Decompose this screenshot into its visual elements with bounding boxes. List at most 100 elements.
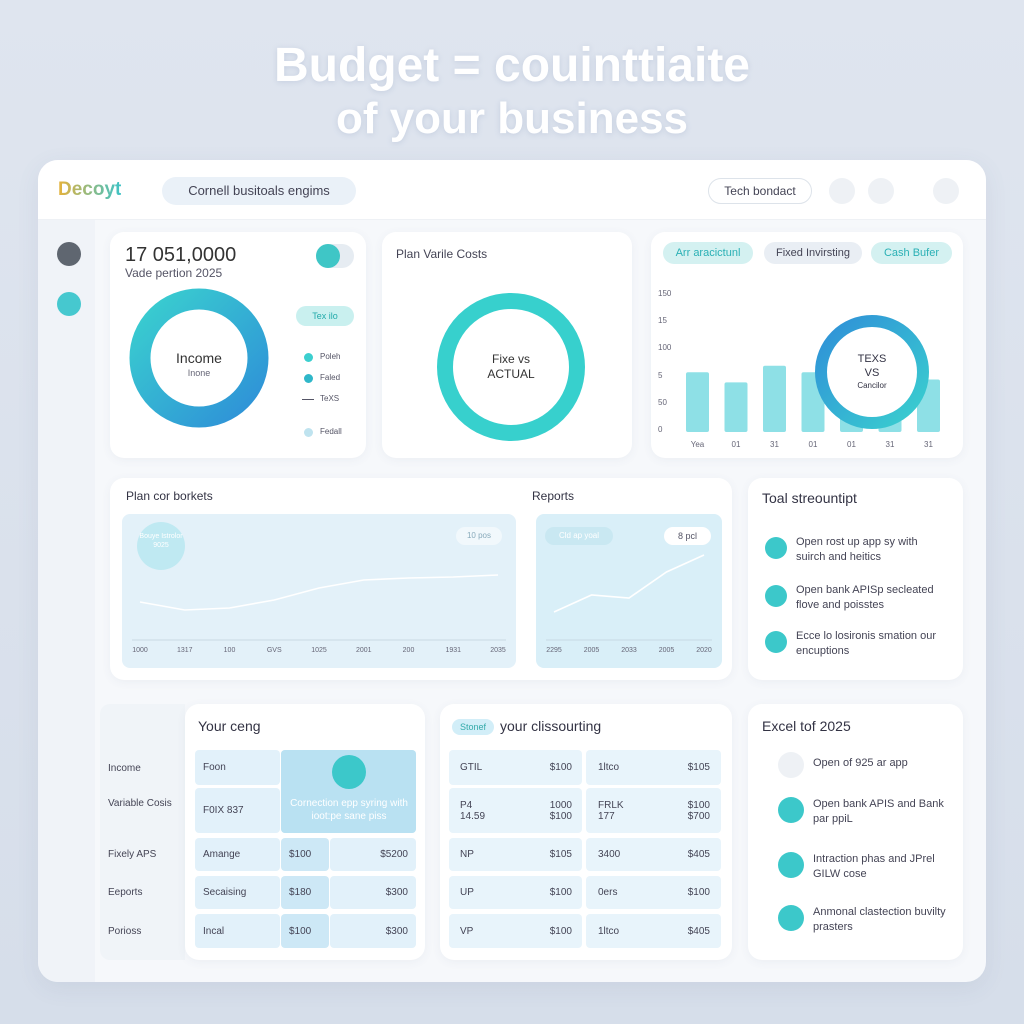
row-label-column bbox=[100, 704, 185, 960]
table-cell: Amange bbox=[195, 838, 280, 871]
x-tick-label: 200 bbox=[402, 647, 415, 654]
line bbox=[553, 554, 705, 613]
table-cell: $100 bbox=[549, 925, 572, 937]
tab[interactable]: Cash Bufer bbox=[871, 242, 952, 264]
budget-title: Your ceng bbox=[198, 718, 261, 734]
table-cell: GTIL bbox=[460, 762, 483, 773]
table-cell: NP bbox=[460, 849, 474, 860]
x-tick-label: 31 bbox=[885, 440, 895, 449]
header-icon[interactable] bbox=[829, 178, 855, 204]
overlay-ring bbox=[815, 315, 929, 429]
toggle-knob bbox=[316, 244, 340, 268]
plan-donut-label: Fixe vs bbox=[491, 352, 530, 366]
tab[interactable]: Arr aracictunl bbox=[663, 242, 753, 264]
table-cell: 1000 $100 bbox=[549, 799, 572, 822]
sidebar-icon[interactable] bbox=[57, 292, 81, 316]
row-label: Porioss bbox=[108, 926, 142, 937]
row-label: Fixely APS bbox=[108, 849, 157, 860]
x-tick-label: 2005 bbox=[658, 647, 675, 654]
table-row-bg bbox=[586, 914, 721, 948]
tag: Stonef bbox=[452, 719, 494, 735]
y-axis-label: 100 bbox=[658, 343, 672, 353]
x-tick-label: 01 bbox=[731, 440, 741, 449]
header-icon[interactable] bbox=[868, 178, 894, 204]
excel-title: Excel tof 2025 bbox=[762, 718, 851, 734]
excel-text: Anmonal clastection buvilty prasters bbox=[813, 906, 946, 933]
table-cell: $100 bbox=[281, 914, 329, 948]
table-cell: $105 bbox=[549, 849, 572, 860]
overlay-label: Cancilor bbox=[857, 381, 887, 390]
contact-button[interactable]: Tech bondact bbox=[708, 178, 812, 204]
highlight-text: Cornection epp syring with ioot:pe sane … bbox=[290, 798, 408, 822]
donut-subtitle: Inone bbox=[187, 368, 211, 378]
x-tick-label: 31 bbox=[770, 440, 779, 449]
x-tick-label: 1931 bbox=[445, 647, 462, 654]
x-tick-label: 2035 bbox=[490, 647, 506, 654]
x-tick-label: 01 bbox=[808, 440, 818, 449]
table-row-bg bbox=[449, 750, 582, 785]
row-label: Income bbox=[108, 763, 141, 774]
donut-title: Income bbox=[176, 350, 222, 366]
legend-label: Faled bbox=[320, 373, 341, 382]
bar bbox=[724, 382, 748, 432]
table-row-bg bbox=[449, 914, 582, 948]
line-title: Reports bbox=[532, 489, 575, 503]
legend-label: Poleh bbox=[320, 352, 341, 361]
x-tick-label: 1000 bbox=[132, 647, 148, 654]
header-icon[interactable] bbox=[933, 178, 959, 204]
table-cell: VP bbox=[460, 925, 474, 937]
table-cell: $405 bbox=[687, 849, 710, 860]
x-tick-label: 01 bbox=[847, 440, 856, 449]
sidebar-icon[interactable] bbox=[57, 242, 81, 266]
row-label: Eeports bbox=[108, 887, 143, 898]
line-title: Plan cor borkets bbox=[126, 489, 213, 503]
table-cell: $5200 bbox=[330, 838, 416, 871]
hero-title: Budget = couinttiaite bbox=[273, 39, 750, 92]
highlight-icon bbox=[332, 755, 366, 789]
table-cell: $100 bbox=[687, 887, 710, 898]
x-tick-label: 31 bbox=[924, 440, 933, 449]
overlay-label: VS bbox=[864, 367, 880, 379]
table-cell: $300 bbox=[330, 876, 416, 909]
table-cell: FRLK 177 bbox=[598, 799, 624, 822]
table-row-bg bbox=[449, 838, 582, 871]
plan-donut bbox=[437, 293, 585, 441]
table-row-bg bbox=[586, 750, 721, 785]
tip-text: Ecce lo losironis smation our encuptions bbox=[796, 630, 937, 657]
table-row-bg bbox=[586, 876, 721, 909]
table-cell: $100 bbox=[281, 838, 329, 871]
excel-icon bbox=[778, 797, 804, 823]
excel-icon bbox=[778, 852, 804, 878]
excel-text: Open bank APIS and Bank par ppiL bbox=[813, 798, 944, 825]
table-row-bg bbox=[586, 838, 721, 871]
summary-caption: Vade pertion 2025 bbox=[125, 266, 223, 280]
legend-dot bbox=[304, 428, 313, 437]
ring bbox=[815, 315, 929, 429]
table-cell: 3400 bbox=[598, 849, 621, 860]
donut-ring bbox=[437, 293, 585, 441]
row-label: Variable Cosis bbox=[108, 798, 172, 809]
tip-icon bbox=[765, 537, 787, 559]
table-cell: Secaising bbox=[195, 876, 280, 909]
x-tick-label: 1025 bbox=[311, 647, 327, 654]
y-axis-label: 50 bbox=[658, 397, 667, 407]
x-tick-label: Yea bbox=[690, 440, 705, 449]
table-cell: Foon bbox=[195, 750, 280, 785]
excel-icon bbox=[778, 905, 804, 931]
pill: 8 pcl bbox=[664, 527, 711, 545]
table-cell: Incal bbox=[195, 914, 280, 948]
y-axis-label: 0 bbox=[658, 425, 663, 434]
tab[interactable]: Fixed Invirsting bbox=[764, 242, 862, 264]
y-axis-label: 150 bbox=[658, 289, 672, 298]
x-tick-label: 2020 bbox=[696, 647, 712, 654]
search-box[interactable]: Cornell busitoals engims bbox=[162, 177, 356, 205]
table-row-bg bbox=[449, 788, 582, 833]
table-cell: 1ltco bbox=[598, 762, 620, 773]
table-cell: 1ltco bbox=[598, 925, 620, 937]
bar bbox=[763, 365, 786, 432]
plan-costs-card bbox=[382, 232, 632, 458]
bar bbox=[686, 372, 709, 432]
legend-pill: Tex ilo bbox=[296, 306, 354, 326]
x-tick-label: 1317 bbox=[176, 647, 193, 654]
